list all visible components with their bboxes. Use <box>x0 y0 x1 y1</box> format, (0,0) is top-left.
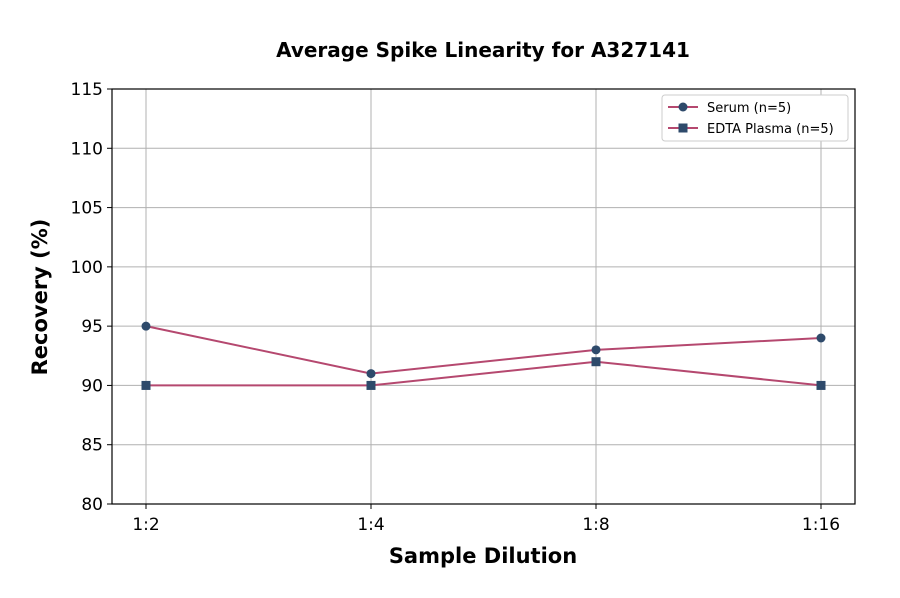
x-axis-label: Sample Dilution <box>389 544 577 568</box>
grid <box>112 88 855 505</box>
y-tick-label: 85 <box>81 436 103 456</box>
legend-label: EDTA Plasma (n=5) <box>707 122 834 137</box>
series-layer <box>141 321 826 390</box>
data-point-edta-plasma <box>366 380 376 390</box>
data-point-serum <box>816 333 826 343</box>
x-tick-label: 1:4 <box>357 515 384 535</box>
data-point-edta-plasma <box>816 380 826 390</box>
legend-marker-circle <box>678 102 688 112</box>
data-point-serum <box>141 321 151 331</box>
y-tick-label: 115 <box>71 80 103 100</box>
y-tick-label: 90 <box>81 376 103 396</box>
chart-title: Average Spike Linearity for A327141 <box>276 38 690 62</box>
data-point-serum <box>366 369 376 379</box>
y-tick-label: 105 <box>71 199 103 219</box>
y-tick-label: 110 <box>71 139 103 159</box>
x-tick-label: 1:2 <box>132 515 159 535</box>
legend-marker-square <box>678 123 688 133</box>
data-point-serum <box>591 345 601 355</box>
legend-entry-edta-plasma: EDTA Plasma (n=5) <box>668 122 834 137</box>
x-axis-ticks: 1:2 1:4 1:8 1:16 <box>132 504 840 535</box>
data-point-edta-plasma <box>591 357 601 367</box>
y-tick-label: 80 <box>81 495 103 515</box>
y-axis-ticks: 80 85 90 95 100 105 110 115 <box>71 80 112 515</box>
series-line-serum <box>145 325 822 375</box>
y-tick-label: 95 <box>81 317 103 337</box>
legend-entry-serum: Serum (n=5) <box>668 101 791 116</box>
x-tick-label: 1:8 <box>582 515 609 535</box>
legend-label: Serum (n=5) <box>707 101 791 116</box>
y-tick-label: 100 <box>71 258 103 278</box>
x-tick-label: 1:16 <box>802 515 840 535</box>
series-line-edta-plasma <box>146 360 822 387</box>
legend: Serum (n=5) EDTA Plasma (n=5) <box>661 94 849 142</box>
y-axis-label: Recovery (%) <box>28 219 52 376</box>
plot-frame <box>111 88 856 505</box>
data-point-edta-plasma <box>141 380 151 390</box>
legend-box <box>661 94 849 142</box>
